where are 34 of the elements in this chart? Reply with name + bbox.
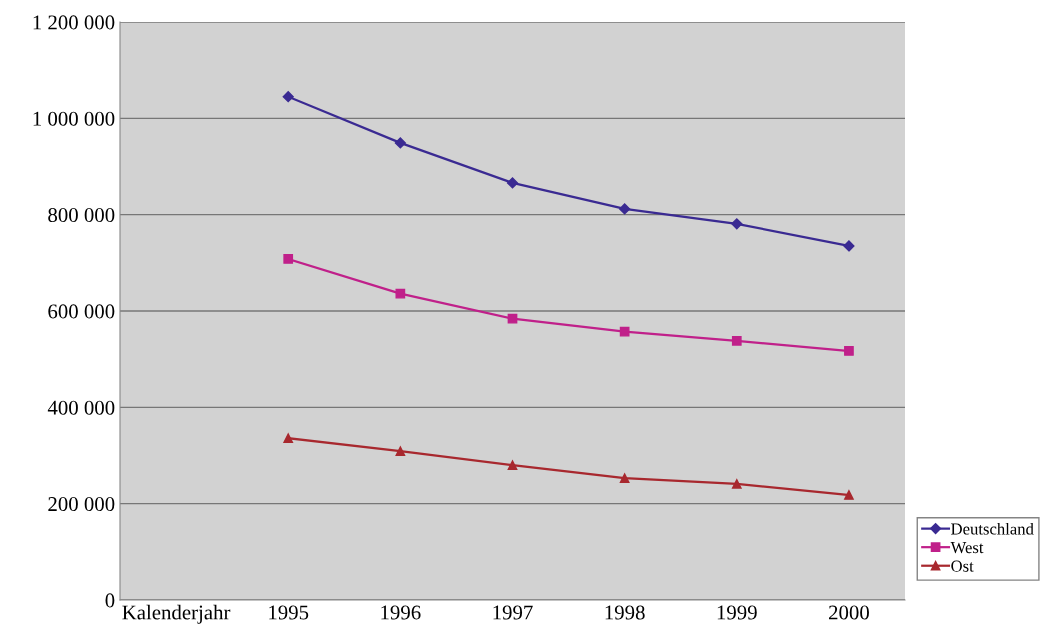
x-tick-label: 1997 <box>493 605 533 620</box>
y-tick-label: 200 000 <box>48 497 115 512</box>
point <box>731 218 743 230</box>
point <box>844 490 854 500</box>
y-tick-label: 1 200 000 <box>33 15 115 30</box>
x-tick-label: 1998 <box>605 605 645 620</box>
point <box>731 479 742 489</box>
x-tick-label: 1996 <box>381 605 421 620</box>
legend-label: Deutschland <box>951 522 1034 535</box>
y-tick-label: 800 000 <box>48 208 115 223</box>
point <box>507 460 518 470</box>
point <box>395 288 406 299</box>
point <box>619 473 630 484</box>
point <box>844 346 854 356</box>
point <box>619 326 630 337</box>
x-tick-label: 1999 <box>717 605 757 620</box>
point <box>731 336 742 346</box>
point <box>507 313 518 324</box>
point <box>283 254 294 264</box>
y-tick-label: 400 000 <box>47 400 115 415</box>
point <box>394 137 406 149</box>
y-tick-label: 0 <box>105 593 115 608</box>
x-tick-label: 1995 <box>269 605 309 620</box>
x-tick-label: 2000 <box>829 605 869 620</box>
point <box>395 446 406 457</box>
point <box>282 91 294 103</box>
x-tick-label: Kalenderjahr <box>122 604 231 624</box>
point <box>283 433 294 444</box>
y-tick-label: 1 000 000 <box>33 111 115 126</box>
legend-label: Ost <box>951 560 974 572</box>
point <box>619 203 631 215</box>
legend-label: West <box>950 542 984 554</box>
y-tick-label: 600 000 <box>48 304 115 319</box>
point <box>506 177 519 189</box>
